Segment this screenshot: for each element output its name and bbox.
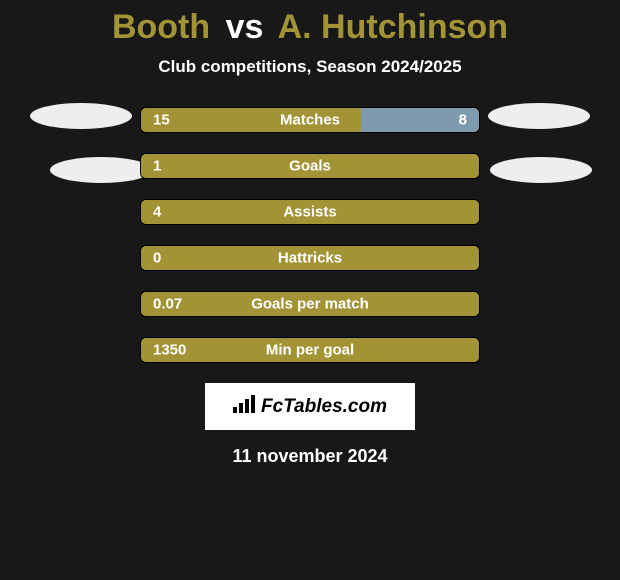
player1-avatar-col — [20, 103, 140, 183]
stat-bar-row: 0.07 Goals per match — [140, 291, 480, 317]
chart-bars-icon — [233, 395, 255, 418]
stat-bar-row: 15 Matches 8 — [140, 107, 480, 133]
comparison-content: 15 Matches 8 1 Goals 4 Assists 0 Hattricks 0.07 Go… — [0, 107, 620, 363]
avatar-shadow — [490, 157, 592, 183]
stat-label: Hattricks — [278, 250, 342, 267]
stat-label: Goals — [289, 158, 331, 175]
title-player2: A. Hutchinson — [278, 8, 508, 46]
stat-label: Assists — [283, 204, 336, 221]
subtitle: Club competitions, Season 2024/2025 — [158, 57, 461, 77]
stat-label: Matches — [280, 112, 340, 129]
stat-value-left: 15 — [153, 112, 170, 129]
stat-bar-row: 4 Assists — [140, 199, 480, 225]
stat-bars: 15 Matches 8 1 Goals 4 Assists 0 Hattricks 0.07 Go… — [140, 107, 480, 363]
avatar-shadow — [50, 157, 152, 183]
stat-value-left: 0.07 — [153, 296, 182, 313]
title-vs: vs — [226, 8, 264, 46]
stat-bar-row: 0 Hattricks — [140, 245, 480, 271]
stat-label: Min per goal — [266, 342, 354, 359]
stat-value-left: 0 — [153, 250, 161, 267]
avatar-shadow — [488, 103, 590, 129]
title-player1: Booth — [112, 8, 210, 46]
fctables-logo: FcTables.com — [205, 383, 415, 430]
avatar-shadow — [30, 103, 132, 129]
stat-value-left: 4 — [153, 204, 161, 221]
footer-date: 11 november 2024 — [232, 446, 387, 467]
stat-value-right: 8 — [459, 112, 467, 129]
player2-avatar-col — [480, 103, 600, 183]
logo-text: FcTables.com — [261, 396, 387, 418]
stat-bar-row: 1 Goals — [140, 153, 480, 179]
stat-bar-row: 1350 Min per goal — [140, 337, 480, 363]
stat-value-left: 1 — [153, 158, 161, 175]
page-title: Booth vs A. Hutchinson — [112, 8, 508, 47]
stat-value-left: 1350 — [153, 342, 186, 359]
stat-label: Goals per match — [251, 296, 369, 313]
